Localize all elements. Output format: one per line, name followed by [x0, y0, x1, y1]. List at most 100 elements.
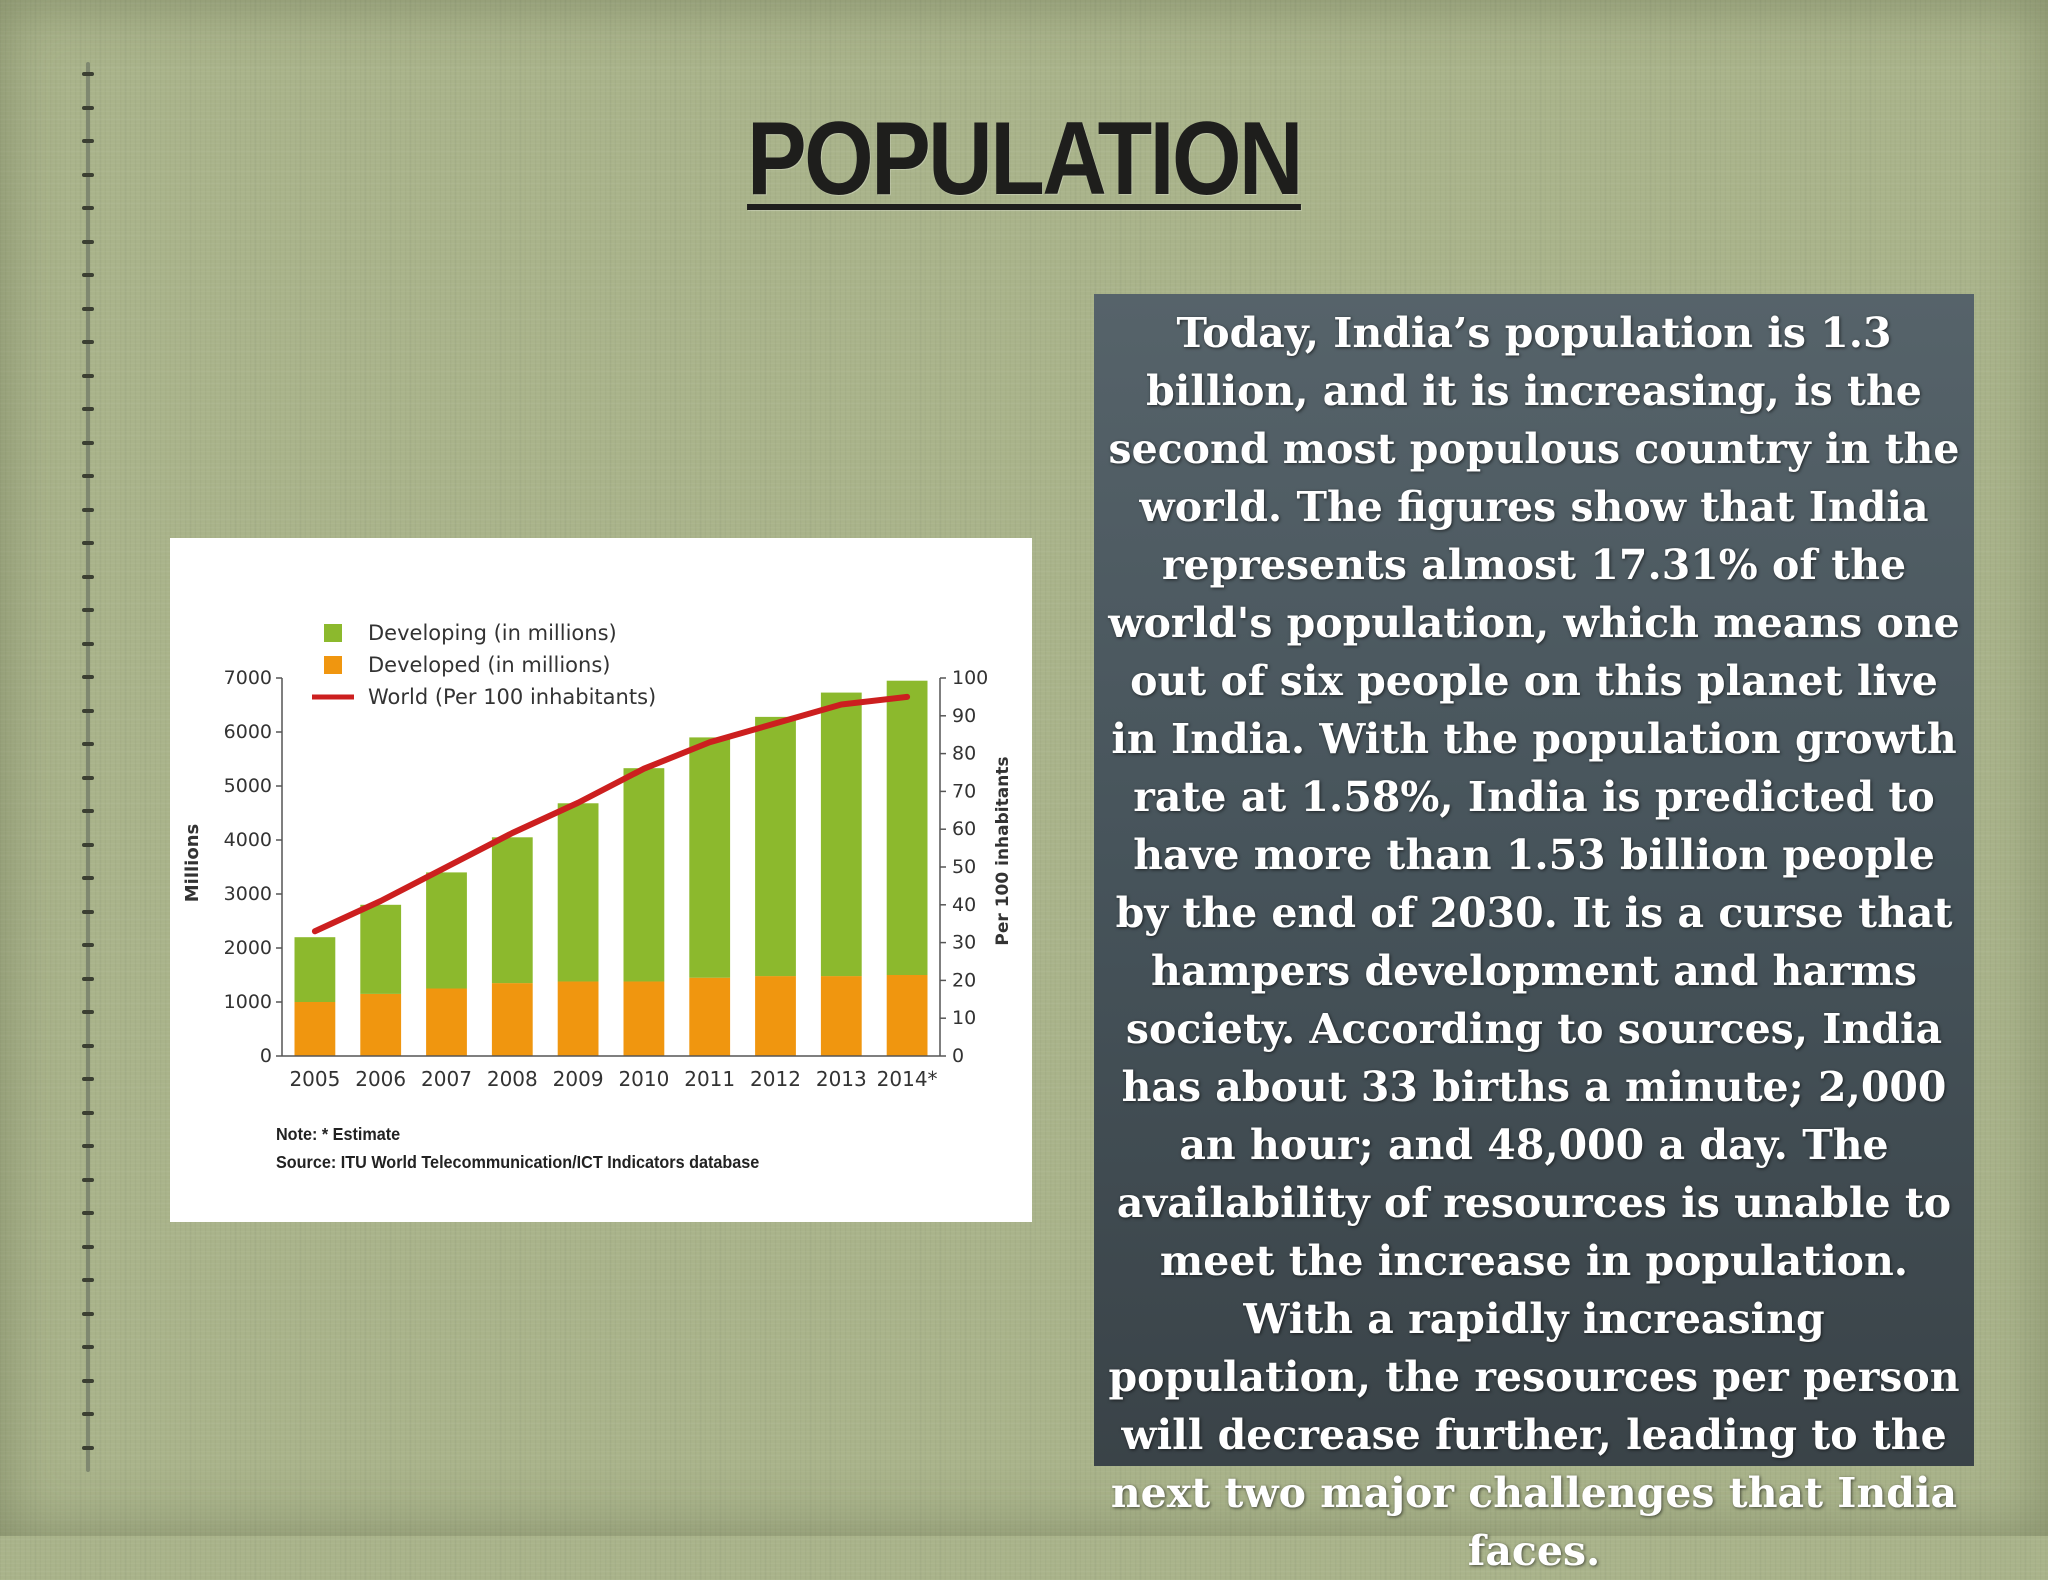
bar-developing	[491, 837, 533, 984]
stitched-binding	[82, 62, 94, 1472]
x-tick-label: 2007	[421, 1067, 472, 1091]
right-y-axis: 0 10 20 30 40 50 60 70 80 90 100	[939, 667, 988, 1067]
bar-developed	[623, 981, 665, 1056]
left-tick-label: 2000	[224, 937, 272, 959]
binding-stitch	[82, 1043, 94, 1048]
binding-stitch	[82, 1177, 94, 1182]
right-tick-label: 30	[952, 932, 976, 954]
binding-stitch	[82, 1345, 94, 1349]
binding-stitch	[82, 775, 94, 780]
right-tick-label: 20	[952, 969, 976, 991]
left-tick-label: 1000	[224, 991, 272, 1013]
bar-developed	[689, 977, 731, 1056]
binding-stitch	[82, 1144, 94, 1148]
binding-stitch	[82, 574, 94, 579]
x-tick-label: 2014*	[877, 1067, 938, 1091]
bar-developed	[294, 1002, 336, 1056]
right-tick-label: 10	[952, 1007, 976, 1029]
right-tick-label: 0	[952, 1045, 964, 1067]
bar-developed	[820, 976, 862, 1056]
y-axis-label: Millions	[182, 824, 203, 903]
legend-label: Developed (in millions)	[368, 653, 610, 677]
binding-stitch	[82, 1077, 94, 1081]
binding-stitch	[82, 809, 94, 813]
binding-stitch	[82, 340, 94, 344]
binding-stitch	[82, 1311, 94, 1316]
world-line	[311, 693, 911, 935]
binding-stitch	[82, 1445, 94, 1450]
left-tick-label: 6000	[224, 721, 272, 743]
right-tick-label: 100	[952, 667, 988, 689]
binding-stitch	[82, 474, 94, 478]
binding-stitch	[82, 675, 94, 679]
binding-stitch	[82, 105, 94, 110]
bar-developed	[755, 976, 796, 1056]
binding-stitch	[82, 641, 94, 646]
x-tick-label: 2013	[816, 1067, 867, 1091]
left-tick-label: 4000	[224, 829, 272, 851]
binding-stitch	[82, 742, 94, 746]
bar-developed	[557, 981, 599, 1056]
x-tick-label: 2012	[750, 1067, 801, 1091]
binding-stitch	[82, 373, 94, 378]
bar-developed	[886, 975, 928, 1056]
bars-group	[294, 680, 928, 1056]
bar-developed	[491, 983, 533, 1056]
binding-stitch	[82, 1378, 94, 1383]
bar-developing	[360, 904, 402, 994]
left-y-axis: 0 1000 2000 3000 4000 5000 6000 7000	[224, 667, 283, 1067]
left-tick-label: 5000	[224, 775, 272, 797]
x-tick-label: 2010	[618, 1067, 669, 1091]
bar-developing	[426, 872, 467, 989]
description-box: Today, India’s population is 1.3 billion…	[1094, 294, 1974, 1575]
binding-stitch	[82, 976, 94, 981]
legend-label: World (Per 100 inhabitants)	[368, 685, 656, 709]
x-tick-label: 2005	[289, 1067, 340, 1091]
description-text: Today, India’s population is 1.3 billion…	[1108, 309, 1960, 1575]
binding-thread	[86, 62, 90, 1472]
right-tick-label: 70	[952, 780, 976, 802]
chart-note: Note: * Estimate	[276, 1124, 400, 1144]
right-tick-label: 50	[952, 856, 976, 878]
legend-swatch-developing	[324, 624, 342, 642]
left-tick-label: 7000	[224, 667, 272, 689]
binding-stitch	[82, 172, 94, 177]
binding-stitch	[82, 1278, 94, 1282]
binding-stitch	[82, 909, 94, 914]
binding-stitch	[82, 239, 94, 244]
legend-swatch-developed	[324, 656, 342, 674]
binding-stitch	[82, 1110, 94, 1115]
binding-stitch	[82, 608, 94, 612]
bar-developing	[820, 692, 862, 977]
binding-stitch	[82, 273, 94, 277]
binding-stitch	[82, 1211, 94, 1215]
x-tick-label: 2006	[355, 1067, 406, 1091]
world-line-group	[311, 693, 911, 935]
binding-stitch	[82, 206, 94, 210]
binding-stitch	[82, 1010, 94, 1014]
bar-developing	[557, 803, 599, 982]
bar-developing	[689, 737, 731, 978]
binding-stitch	[82, 507, 94, 512]
chart-card: Developing (in millions) Developed (in mi…	[170, 538, 1032, 1222]
right-y-axis-label: Per 100 inhabitants	[993, 756, 1013, 945]
chart-legend: Developing (in millions) Developed (in mi…	[312, 621, 656, 709]
x-tick-label: 2011	[684, 1067, 735, 1091]
binding-stitch	[82, 541, 94, 545]
binding-stitch	[82, 842, 94, 847]
binding-stitch	[82, 139, 94, 143]
bar-developing	[623, 768, 665, 982]
binding-stitch	[82, 407, 94, 411]
legend-label: Developing (in millions)	[368, 621, 617, 645]
binding-stitch	[82, 876, 94, 880]
right-tick-label: 90	[952, 705, 976, 727]
left-tick-label: 3000	[224, 883, 272, 905]
right-tick-label: 60	[952, 818, 976, 840]
x-axis: 2005 2006 2007 2008 2009 2010 2011 2012 2013 2014…	[282, 1055, 940, 1091]
bar-developed	[426, 988, 467, 1056]
bar-developing	[886, 680, 928, 975]
binding-stitch	[82, 306, 94, 311]
bar-developing	[755, 716, 796, 977]
right-tick-label: 80	[952, 743, 976, 765]
population-chart: Developing (in millions) Developed (in mi…	[182, 621, 1013, 1172]
